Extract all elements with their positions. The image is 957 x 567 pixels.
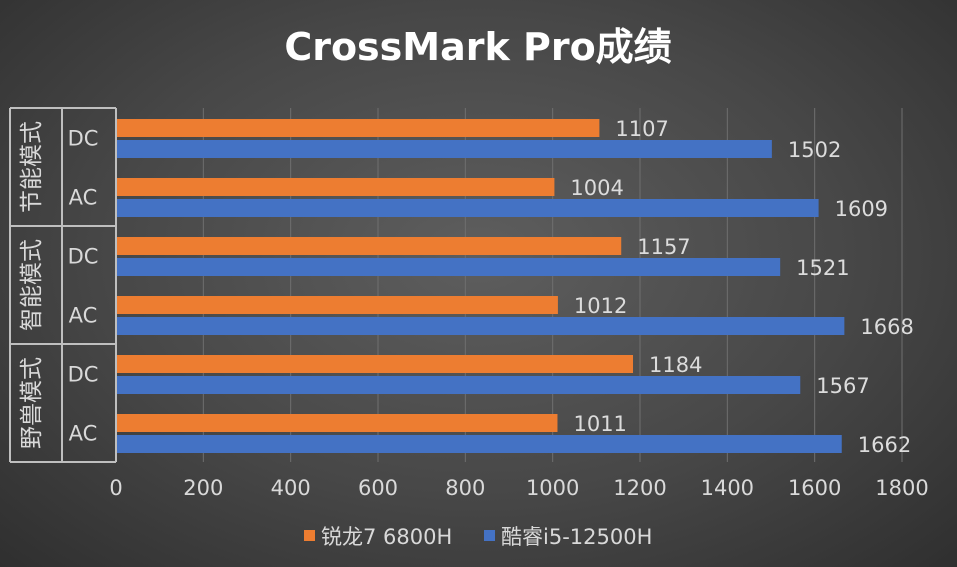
- chart-title: CrossMark Pro成绩: [284, 25, 671, 69]
- x-tick-label-1600: 1600: [788, 476, 841, 500]
- legend-label-0: 锐龙7 6800H: [321, 525, 452, 549]
- category-label-0-ac: AC: [69, 186, 98, 210]
- x-tick-label-1200: 1200: [613, 476, 666, 500]
- data-label-core-1-dc: 1521: [796, 256, 849, 280]
- data-label-ryzen-2-dc: 1184: [649, 353, 702, 377]
- bar-core-1-dc: [116, 258, 781, 276]
- legend: 锐龙7 6800H 酷睿i5-12500H: [304, 525, 652, 549]
- x-tick-label-1400: 1400: [701, 476, 754, 500]
- legend-label-1: 酷睿i5-12500H: [501, 525, 652, 549]
- bar-core-1-ac: [116, 317, 845, 335]
- bar-ryzen-0-ac: [116, 178, 555, 196]
- bar-core-0-ac: [116, 199, 819, 217]
- axes: DC AC 节能模式 DC AC 智能模式 DC AC 野兽模式 0 200 400 600 800 100…: [9, 107, 929, 500]
- category-label-2-dc: DC: [68, 363, 99, 387]
- gridlines: [202, 108, 903, 462]
- x-tick-label-800: 800: [445, 476, 485, 500]
- bars: [116, 119, 845, 453]
- category-label-1-ac: AC: [69, 304, 98, 328]
- x-tick-label-0: 0: [109, 476, 122, 500]
- data-label-core-0-ac: 1609: [835, 197, 888, 221]
- data-labels: 1107 1502 1004 1609 1157 1521 1012 1668 1184 1567…: [570, 117, 913, 457]
- category-label-2-ac: AC: [69, 422, 98, 446]
- data-label-ryzen-0-dc: 1107: [615, 117, 668, 141]
- category-label-0-dc: DC: [68, 127, 99, 151]
- bar-ryzen-1-dc: [116, 237, 622, 255]
- group-label-2: 野兽模式: [19, 357, 45, 449]
- x-tick-label-200: 200: [183, 476, 223, 500]
- data-label-ryzen-2-ac: 1011: [573, 412, 626, 436]
- bar-ryzen-2-ac: [116, 414, 558, 432]
- data-label-core-0-dc: 1502: [788, 138, 841, 162]
- legend-swatch-0: [304, 530, 315, 541]
- legend-swatch-1: [484, 530, 495, 541]
- data-label-ryzen-1-dc: 1157: [637, 235, 690, 259]
- x-tick-label-1800: 1800: [875, 476, 928, 500]
- data-label-ryzen-1-ac: 1012: [574, 294, 627, 318]
- data-label-core-1-ac: 1668: [860, 315, 913, 339]
- bar-ryzen-1-ac: [116, 296, 558, 314]
- x-tick-label-400: 400: [271, 476, 311, 500]
- x-tick-label-600: 600: [358, 476, 398, 500]
- data-label-core-2-dc: 1567: [816, 374, 869, 398]
- group-label-0: 节能模式: [19, 121, 45, 213]
- bar-ryzen-0-dc: [116, 119, 600, 137]
- bar-core-2-ac: [116, 435, 842, 453]
- category-label-1-dc: DC: [68, 245, 99, 269]
- group-label-1: 智能模式: [19, 239, 45, 331]
- bar-core-0-dc: [116, 140, 772, 158]
- x-tick-label-1000: 1000: [526, 476, 579, 500]
- data-label-ryzen-0-ac: 1004: [570, 176, 623, 200]
- bar-ryzen-2-dc: [116, 355, 634, 373]
- data-label-core-2-ac: 1662: [858, 433, 911, 457]
- bar-core-2-dc: [116, 376, 801, 394]
